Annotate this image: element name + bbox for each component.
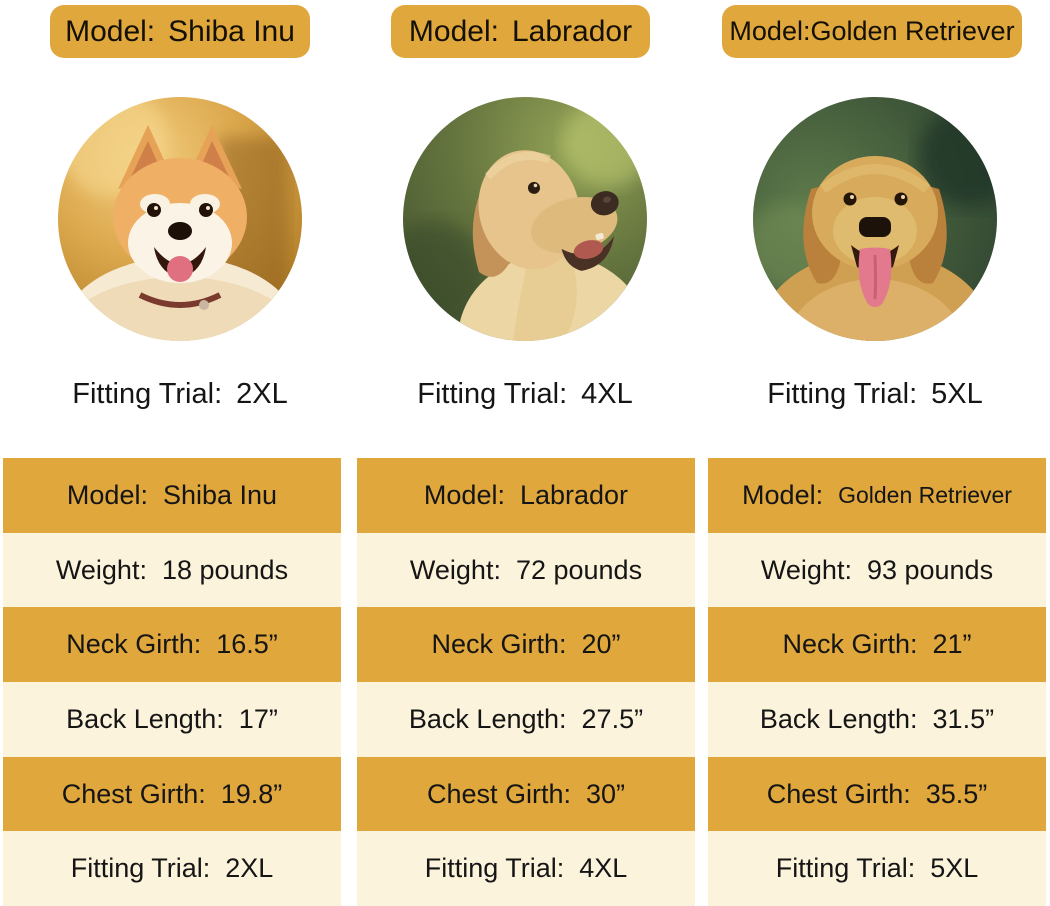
size-table-labrador: Model: Labrador Weight: 72 pounds Neck G… <box>357 458 695 906</box>
model-badge-label: Model: <box>408 14 499 48</box>
table-row-fitting-trial: Fitting Trial: 4XL <box>357 831 695 906</box>
row-label: Model: <box>66 479 148 510</box>
golden-retriever-illustration <box>753 97 997 341</box>
model-badge-label: Model: <box>65 14 156 48</box>
table-row-fitting-trial: Fitting Trial: 2XL <box>3 831 341 906</box>
model-badge-shiba: Model: Shiba Inu <box>50 5 310 58</box>
row-value: 4XL <box>579 853 628 884</box>
row-label: Weight: <box>760 554 852 585</box>
labrador-photo <box>403 97 647 341</box>
size-table-golden: Model: Golden Retriever Weight: 93 pound… <box>708 458 1046 906</box>
row-label: Model: <box>742 479 824 510</box>
row-value: 27.5” <box>581 703 644 734</box>
table-row-back-length: Back Length: 31.5” <box>708 682 1046 757</box>
row-label: Fitting Trial: <box>424 853 565 884</box>
table-row-weight: Weight: 72 pounds <box>357 532 695 608</box>
row-value: 21” <box>932 629 972 660</box>
fitting-trial-value: 2XL <box>236 377 288 410</box>
model-badge-value: Golden Retriever <box>810 16 1015 46</box>
row-value: 30” <box>586 778 626 809</box>
fitting-trial-caption-labrador: Fitting Trial: 4XL <box>355 372 695 416</box>
row-value: 18 pounds <box>161 554 289 585</box>
golden-retriever-photo <box>753 97 997 341</box>
row-label: Back Length: <box>408 703 567 734</box>
fitting-trial-caption-shiba: Fitting Trial: 2XL <box>10 372 350 416</box>
row-value: 72 pounds <box>515 554 643 585</box>
table-row-neck-girth: Neck Girth: 21” <box>708 607 1046 683</box>
row-value: 16.5” <box>216 629 278 660</box>
table-row-model: Model: Shiba Inu <box>3 458 341 533</box>
row-label: Model: <box>423 479 505 510</box>
fitting-trial-label: Fitting Trial: <box>767 377 918 410</box>
model-badge-labrador: Model: Labrador <box>391 5 650 58</box>
model-badge-golden: Model: Golden Retriever <box>722 5 1022 58</box>
size-table-shiba: Model: Shiba Inu Weight: 18 pounds Neck … <box>3 458 341 906</box>
table-row-weight: Weight: 18 pounds <box>3 532 341 608</box>
row-value: Shiba Inu <box>162 479 278 510</box>
table-row-chest-girth: Chest Girth: 35.5” <box>708 756 1046 832</box>
row-label: Chest Girth: <box>61 778 206 809</box>
row-value: 17” <box>238 703 278 734</box>
fitting-trial-label: Fitting Trial: <box>72 377 223 410</box>
shiba-inu-photo <box>58 97 302 341</box>
row-label: Neck Girth: <box>66 629 202 660</box>
table-row-model: Model: Labrador <box>357 458 695 533</box>
row-value: 31.5” <box>932 703 995 734</box>
model-badge-label: Model: <box>729 16 811 46</box>
row-label: Weight: <box>409 554 501 585</box>
model-badge-value: Labrador <box>511 14 633 48</box>
row-label: Fitting Trial: <box>70 853 211 884</box>
table-row-chest-girth: Chest Girth: 30” <box>357 756 695 832</box>
row-value: 93 pounds <box>866 554 994 585</box>
table-row-neck-girth: Neck Girth: 16.5” <box>3 607 341 683</box>
row-value: 2XL <box>225 853 274 884</box>
row-label: Back Length: <box>759 703 918 734</box>
table-row-back-length: Back Length: 27.5” <box>357 682 695 757</box>
fitting-trial-label: Fitting Trial: <box>417 377 568 410</box>
row-value: Labrador <box>519 479 629 510</box>
fitting-trial-value: 5XL <box>931 377 983 410</box>
table-row-chest-girth: Chest Girth: 19.8” <box>3 756 341 832</box>
row-value: 5XL <box>930 853 979 884</box>
row-value: 20” <box>581 629 621 660</box>
shiba-inu-illustration <box>58 97 302 341</box>
row-label: Fitting Trial: <box>775 853 916 884</box>
fitting-trial-caption-golden: Fitting Trial: 5XL <box>705 372 1045 416</box>
row-label: Chest Girth: <box>766 778 911 809</box>
row-label: Neck Girth: <box>431 629 567 660</box>
row-label: Weight: <box>55 554 147 585</box>
fitting-trial-value: 4XL <box>581 377 633 410</box>
table-row-back-length: Back Length: 17” <box>3 682 341 757</box>
table-row-neck-girth: Neck Girth: 20” <box>357 607 695 683</box>
row-label: Back Length: <box>66 703 224 734</box>
row-label: Neck Girth: <box>782 629 918 660</box>
row-label: Chest Girth: <box>426 778 571 809</box>
row-value: 19.8” <box>220 778 283 809</box>
table-row-fitting-trial: Fitting Trial: 5XL <box>708 831 1046 906</box>
labrador-illustration <box>403 97 647 341</box>
row-value: Golden Retriever <box>838 481 1012 508</box>
table-row-weight: Weight: 93 pounds <box>708 532 1046 608</box>
model-badge-value: Shiba Inu <box>168 14 295 48</box>
row-value: 35.5” <box>925 778 988 809</box>
table-row-model: Model: Golden Retriever <box>708 458 1046 533</box>
